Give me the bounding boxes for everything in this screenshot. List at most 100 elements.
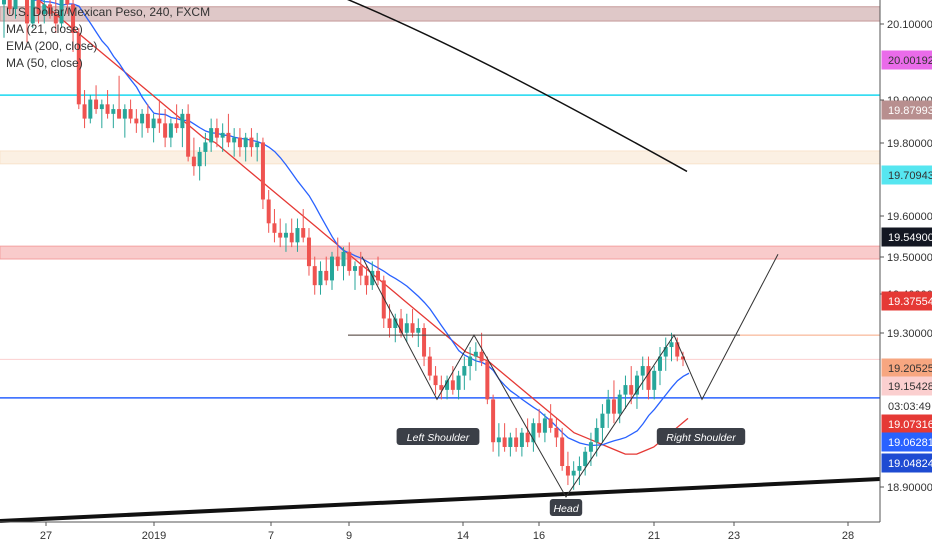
x-tick-label: 21 [648,530,660,542]
price-tag-label: 19.54900 [888,232,932,244]
candle-body [174,123,179,129]
candle-body [301,228,306,238]
candle-body [260,142,265,200]
candle-body [266,199,271,224]
candle-body [7,0,12,10]
candle-body [617,394,622,414]
x-tick-label: 16 [533,530,545,542]
price-tag [881,453,932,473]
price-tag-label: 20.00192 [888,55,932,67]
candle-body [422,327,427,357]
pattern-label: Right Shoulder [666,432,736,444]
candle-body [42,4,47,14]
candle-body [370,270,375,286]
pattern-label-box [656,428,746,445]
candle-body [36,0,41,14]
candle-body [571,470,576,476]
pattern-label-box [549,499,583,516]
candle-body [180,113,185,129]
candle-body [157,118,162,124]
candle-body [312,266,317,286]
candle-body [249,137,254,148]
price-tag-label: 19.04824 [888,458,932,470]
candle-body [237,137,242,148]
x-tick-label: 14 [457,530,469,542]
candle-body [456,375,461,390]
candle-body [335,256,340,267]
price-tag [881,291,932,311]
candle-body [433,375,438,386]
candle-body [122,109,127,119]
y-tick-label: 19.80000 [887,138,932,150]
candle-body [25,0,30,24]
ema200-line [346,0,688,173]
candle-body [197,151,202,167]
candle-body [502,437,507,447]
candle-body [577,466,582,471]
candle-body [30,0,35,24]
candle-body [278,232,283,238]
candle-body [347,251,352,271]
price-tag-label: 19.06281 [888,437,932,449]
candle-body [111,109,116,114]
candle-body [134,118,139,124]
candle-body [629,385,634,395]
price-zone [0,150,881,165]
candle-body [272,223,277,233]
y-tick-label: 19.30000 [887,328,932,340]
pattern-label-box [396,428,480,445]
candle-body [427,356,432,376]
candle-body [663,347,668,357]
candle-body [531,423,536,443]
candle-body [410,323,415,333]
candle-body [445,380,450,390]
y-tick-label: 19.50000 [887,252,932,264]
price-tag-label: 19.37554 [888,296,932,308]
candle-body [376,270,381,281]
candle-body [514,437,519,447]
candle-body [168,123,173,138]
candle-body [381,280,386,319]
candle-body [387,318,392,328]
candle-body [140,113,145,124]
candle-body [203,142,208,152]
candle-body [462,366,467,376]
candle-body [13,0,18,10]
price-tag-label: 19.70943 [888,170,932,182]
candle-body [473,351,478,357]
candle-body [675,342,680,357]
candle-body [220,132,225,138]
candle-body [163,123,168,138]
candles [2,0,685,490]
candle-body [669,342,674,348]
candle-body [588,442,593,452]
y-tick-label: 20.10000 [887,19,932,31]
candle-body [226,132,231,143]
candle-body [416,327,421,333]
candle-body [611,399,616,414]
candle-body [491,399,496,443]
candle-body [151,118,156,129]
price-zone [0,245,881,260]
x-tick-label: 7 [268,530,274,542]
candle-body [329,256,334,281]
candle-body [657,356,662,371]
candle-body [600,413,605,428]
legend-ema200: EMA (200, close) [6,39,98,53]
price-tag-label: 19.87993 [888,105,932,117]
candle-body [542,418,547,433]
y-tick-label: 19.60000 [887,211,932,223]
candle-body [485,361,490,400]
candle-body [652,370,657,390]
legend-ma21: MA (21, close) [6,22,83,36]
candle-body [94,99,99,110]
price-tag-label: 03:03:49 [888,401,931,413]
candle-body [508,437,513,447]
candle-body [439,385,444,390]
candle-body [353,266,358,271]
candle-body [186,113,191,157]
x-tick-label: 9 [346,530,352,542]
price-tag [881,432,932,452]
